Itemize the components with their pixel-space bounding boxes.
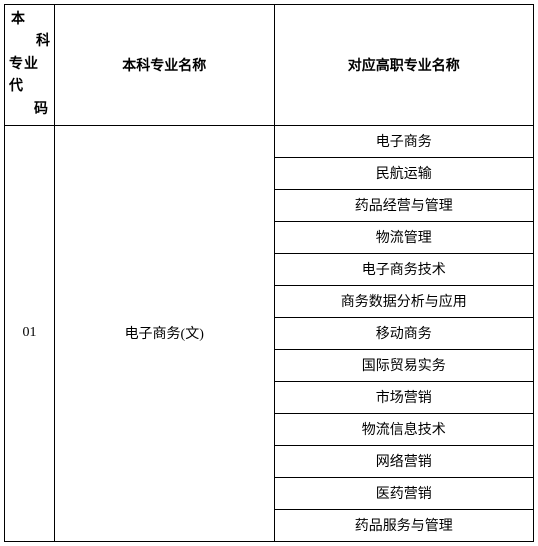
cell-vocational: 物流信息技术 bbox=[274, 413, 533, 445]
table-row: 01电子商务(文)电子商务 bbox=[5, 125, 534, 157]
major-mapping-table: 本 科 专业代 码 本科专业名称 对应高职专业名称 01电子商务(文)电子商务民… bbox=[4, 4, 534, 542]
cell-vocational: 民航运输 bbox=[274, 157, 533, 189]
header-code: 本 科 专业代 码 bbox=[5, 5, 55, 126]
cell-vocational: 电子商务技术 bbox=[274, 253, 533, 285]
header-major-name: 本科专业名称 bbox=[54, 5, 274, 126]
header-vocational-name: 对应高职专业名称 bbox=[274, 5, 533, 126]
cell-vocational: 国际贸易实务 bbox=[274, 349, 533, 381]
cell-vocational: 移动商务 bbox=[274, 317, 533, 349]
cell-vocational: 物流管理 bbox=[274, 221, 533, 253]
header-code-line3: 专业代 bbox=[7, 54, 52, 99]
cell-code: 01 bbox=[5, 125, 55, 541]
header-code-char1: 本 bbox=[7, 9, 52, 31]
table-body: 01电子商务(文)电子商务民航运输药品经营与管理物流管理电子商务技术商务数据分析… bbox=[5, 125, 534, 541]
cell-vocational: 市场营销 bbox=[274, 381, 533, 413]
header-code-char4: 码 bbox=[7, 99, 52, 121]
table-header-row: 本 科 专业代 码 本科专业名称 对应高职专业名称 bbox=[5, 5, 534, 126]
cell-vocational: 电子商务 bbox=[274, 125, 533, 157]
cell-major: 电子商务(文) bbox=[54, 125, 274, 541]
cell-vocational: 医药营销 bbox=[274, 477, 533, 509]
cell-vocational: 网络营销 bbox=[274, 445, 533, 477]
cell-vocational: 药品服务与管理 bbox=[274, 509, 533, 541]
header-code-char2: 科 bbox=[7, 31, 52, 53]
cell-vocational: 商务数据分析与应用 bbox=[274, 285, 533, 317]
cell-vocational: 药品经营与管理 bbox=[274, 189, 533, 221]
